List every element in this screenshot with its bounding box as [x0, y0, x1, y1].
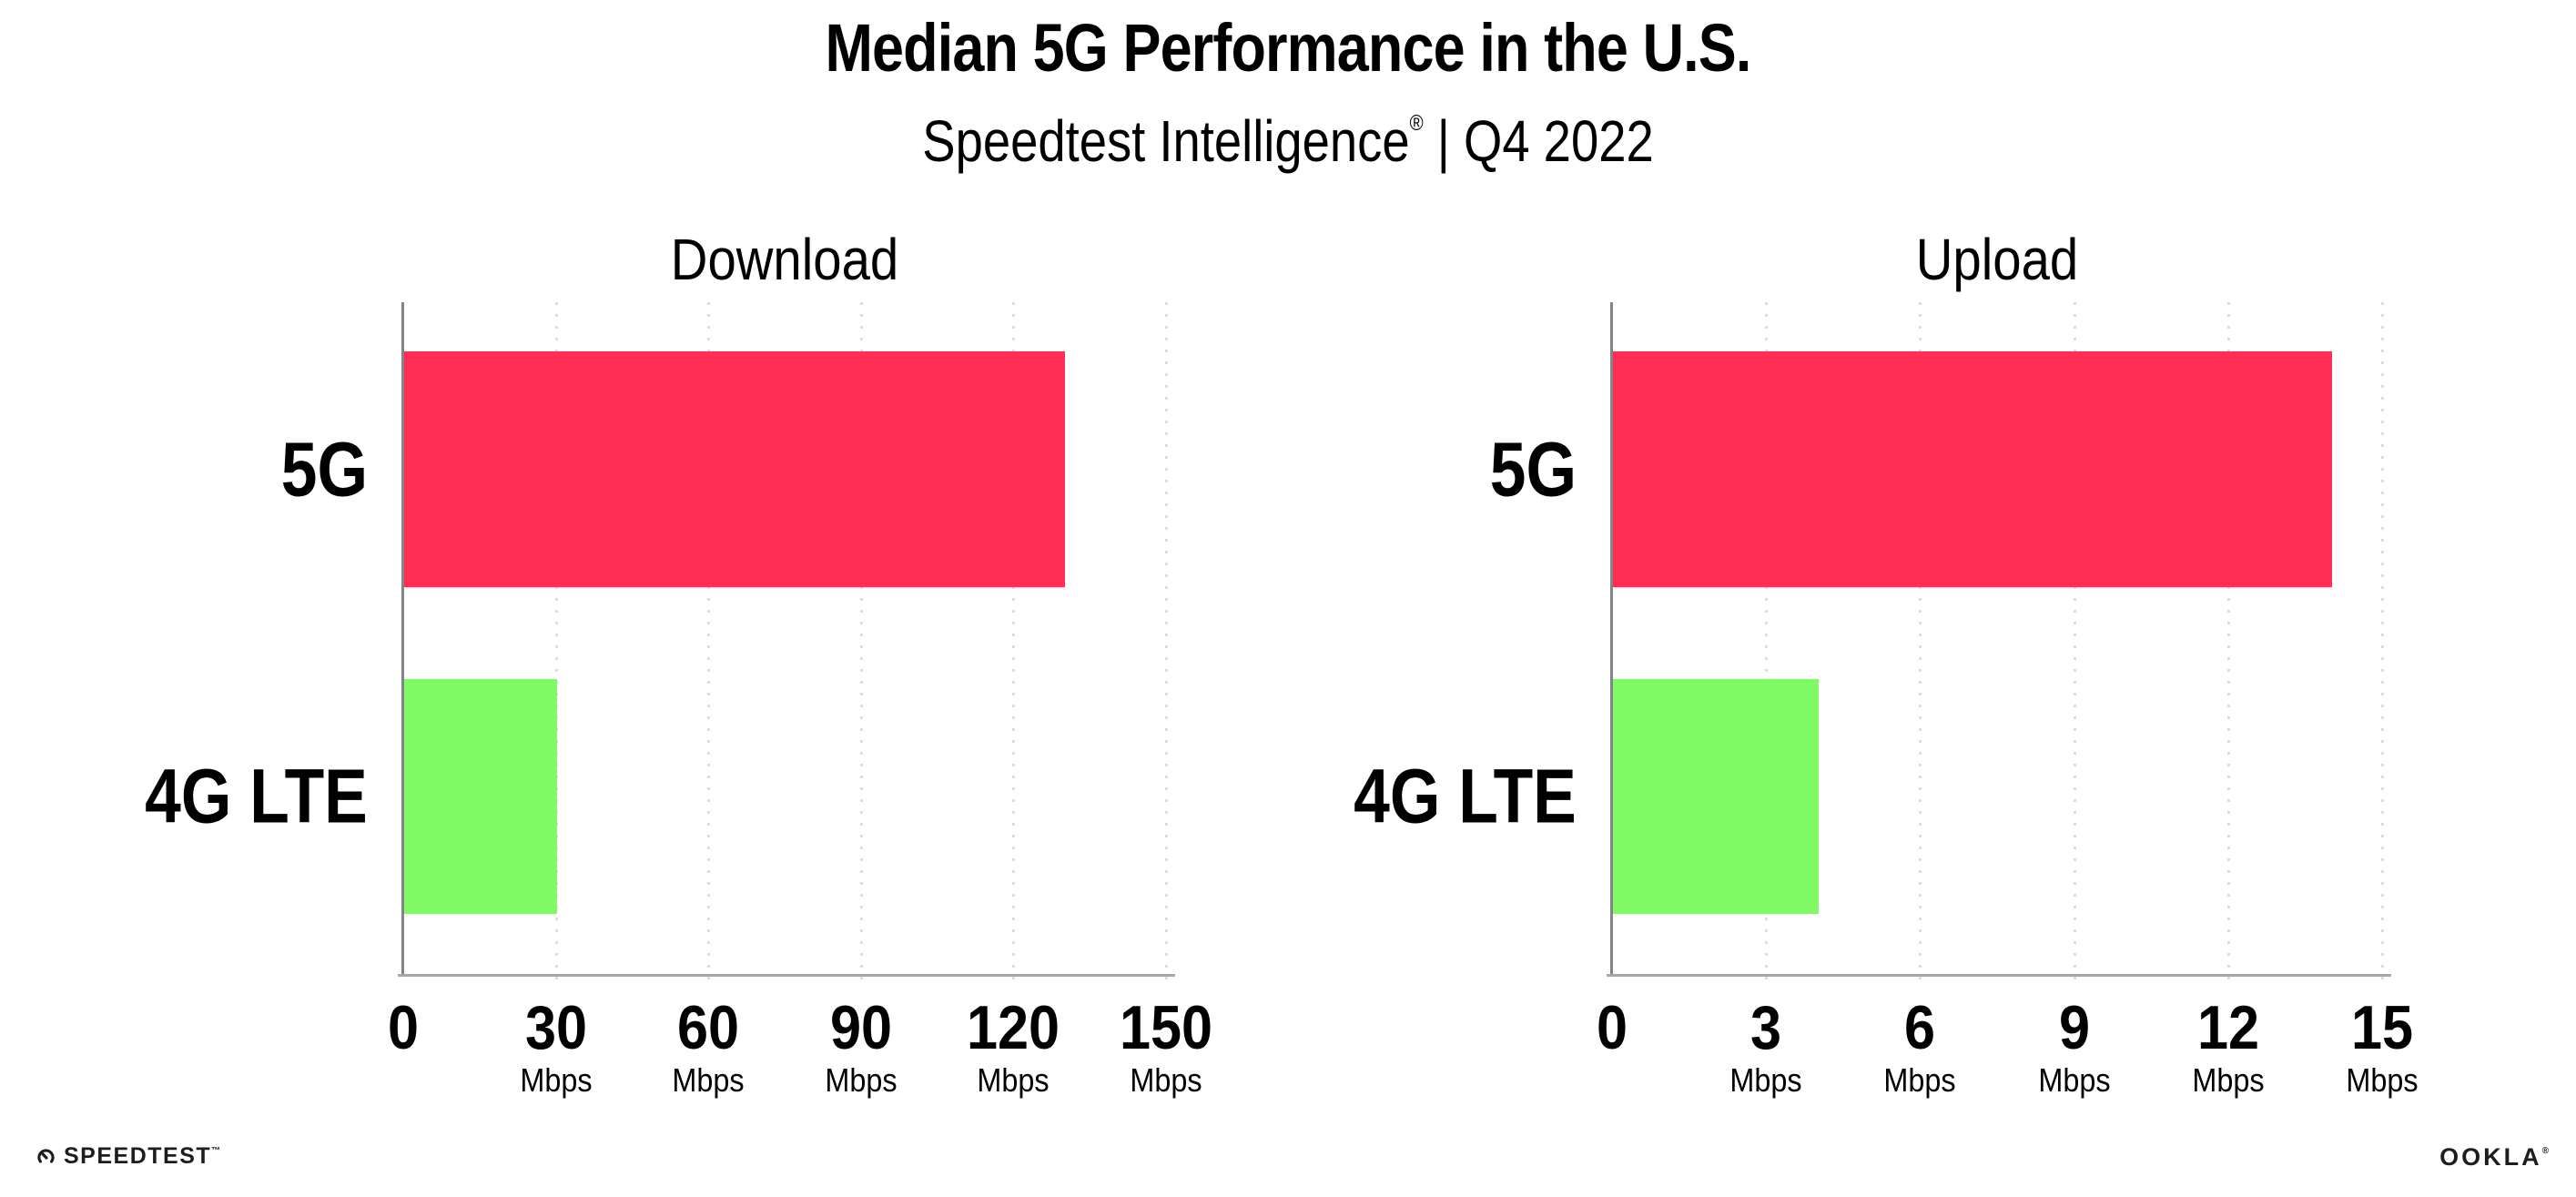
- bar-4g-lte-download: [404, 679, 557, 914]
- category-label-5g: 5G: [1489, 426, 1577, 512]
- gridline-30: [554, 302, 558, 985]
- chart-title-download: Download: [670, 227, 899, 292]
- gridline-150: [1165, 302, 1168, 985]
- x-tick-unit-15: Mbps: [2346, 1061, 2419, 1099]
- gridline-3: [1765, 302, 1769, 985]
- bar-4g-lte-upload: [1613, 679, 1819, 914]
- x-tick-unit-12: Mbps: [2192, 1061, 2265, 1099]
- speedtest-wordmark: SPEEDTEST™: [64, 1143, 221, 1169]
- x-tick-label-30: 30: [524, 993, 587, 1062]
- gridline-90: [859, 302, 863, 985]
- y-axis-spine: [401, 302, 404, 977]
- x-tick-unit-60: Mbps: [672, 1061, 745, 1099]
- bar-5g-download: [404, 351, 1066, 587]
- subtitle-divider: |: [1423, 108, 1465, 174]
- gridline-120: [1012, 302, 1016, 985]
- x-tick-unit-30: Mbps: [519, 1061, 593, 1099]
- x-tick-label-60: 60: [677, 993, 740, 1062]
- page-subtitle: Speedtest Intelligence® | Q4 2022: [193, 107, 2383, 175]
- x-tick-unit-150: Mbps: [1130, 1061, 1202, 1099]
- category-label-4g-lte: 4G LTE: [145, 753, 368, 839]
- x-tick-unit-6: Mbps: [1883, 1061, 1957, 1099]
- page-title: Median 5G Performance in the U.S.: [825, 10, 1751, 86]
- x-tick-label-150: 150: [1119, 993, 1213, 1062]
- trademark-mark: ™: [211, 1146, 221, 1156]
- ookla-wordmark: OOKLA®: [2439, 1143, 2549, 1171]
- gridline-60: [707, 302, 711, 985]
- category-label-4g-lte: 4G LTE: [1354, 753, 1577, 839]
- x-tick-unit-3: Mbps: [1729, 1061, 1802, 1099]
- x-tick-label-9: 9: [2058, 993, 2090, 1062]
- x-tick-label-120: 120: [967, 993, 1060, 1062]
- x-tick-label-3: 3: [1750, 993, 1782, 1062]
- x-tick-label-15: 15: [2350, 993, 2414, 1062]
- subtitle-period: Q4 2022: [1464, 108, 1654, 174]
- x-axis-line: [398, 974, 1175, 977]
- x-tick-unit-9: Mbps: [2037, 1061, 2111, 1099]
- bar-5g-upload: [1613, 351, 2332, 587]
- gridline-15: [2381, 302, 2384, 985]
- category-label-5g: 5G: [280, 426, 368, 512]
- chart-title-upload: Upload: [1915, 227, 2079, 292]
- ookla-logo: OOKLA®: [2439, 1143, 2549, 1172]
- x-tick-label-0: 0: [387, 993, 420, 1062]
- x-tick-label-90: 90: [829, 993, 892, 1062]
- gridline-6: [1919, 302, 1922, 985]
- x-tick-label-0: 0: [1596, 993, 1628, 1062]
- registered-mark-ookla: ®: [2541, 1146, 2549, 1156]
- x-tick-label-6: 6: [1904, 993, 1936, 1062]
- x-tick-label-12: 12: [2196, 993, 2259, 1062]
- gridline-12: [2226, 302, 2230, 985]
- speedtest-gauge-icon: [36, 1147, 56, 1167]
- x-tick-unit-90: Mbps: [825, 1061, 898, 1099]
- y-axis-spine: [1610, 302, 1613, 977]
- subtitle-brand: Speedtest Intelligence: [922, 108, 1410, 174]
- registered-mark: ®: [1409, 111, 1424, 136]
- x-axis-line: [1607, 974, 2391, 977]
- x-tick-unit-120: Mbps: [977, 1061, 1050, 1099]
- gridline-9: [2073, 302, 2076, 985]
- speedtest-logo: SPEEDTEST™: [36, 1143, 220, 1170]
